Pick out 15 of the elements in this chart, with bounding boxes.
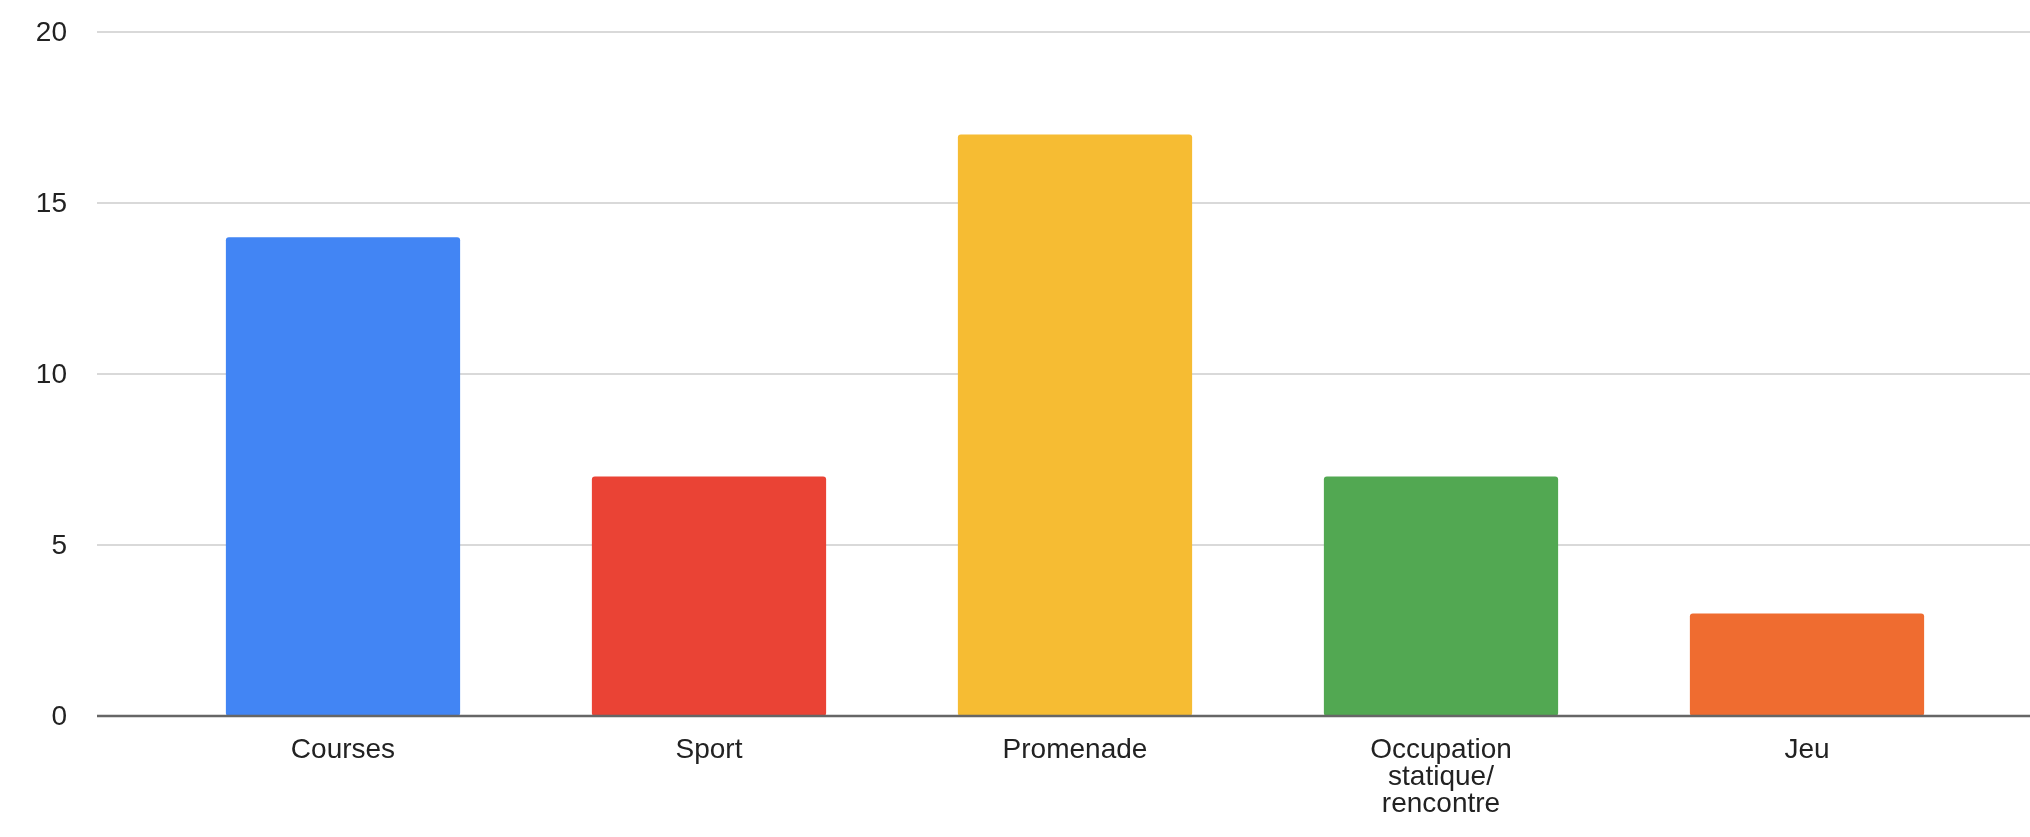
bar bbox=[957, 134, 1193, 716]
y-tick-label: 5 bbox=[51, 529, 67, 561]
y-tick-label: 0 bbox=[51, 700, 67, 732]
y-tick-label: 10 bbox=[35, 358, 67, 390]
x-tick-label: Promenade bbox=[1002, 733, 1148, 764]
bar bbox=[591, 476, 827, 716]
x-tick-label: Sport bbox=[675, 733, 743, 764]
bar bbox=[1689, 613, 1925, 716]
bar bbox=[225, 237, 461, 716]
y-tick-label: 20 bbox=[35, 16, 67, 48]
x-tick-label: Jeu bbox=[1784, 733, 1830, 764]
x-tick-label: Occupation statique/ rencontre bbox=[1370, 733, 1512, 818]
bar bbox=[1323, 476, 1559, 716]
y-tick-label: 15 bbox=[35, 187, 67, 219]
x-tick-label: Courses bbox=[290, 733, 396, 764]
